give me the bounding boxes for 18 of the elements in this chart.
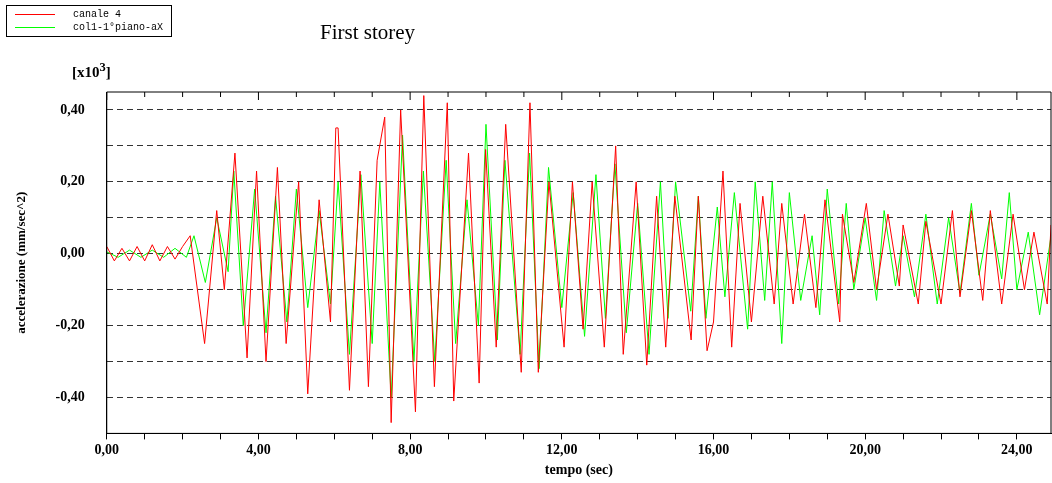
x-tick-label: 24,00 <box>1001 442 1033 458</box>
chart-title: First storey <box>320 20 416 45</box>
x-tick-label: 4,00 <box>246 442 271 458</box>
legend-label: canale 4 <box>73 8 122 21</box>
x-tick-label: 16,00 <box>697 442 730 458</box>
x-tick-label: 12,00 <box>546 442 578 458</box>
x-axis-title: tempo (sec) <box>544 462 614 479</box>
y-tick-label: 0,20 <box>60 173 85 189</box>
x-tick-label: 20,00 <box>849 442 881 458</box>
text: [x10$^{3}$] <box>72 60 111 81</box>
y-axis-title: accelerazione (mm/sec^2) <box>13 191 29 334</box>
y-tick-label: 0,00 <box>60 245 85 261</box>
y-tick-label: 0,40 <box>60 101 85 117</box>
x-tick-label: 0,00 <box>94 442 120 458</box>
legend-label: col1-1°piano-aX <box>73 21 164 34</box>
y-tick-label: -0,40 <box>55 389 85 405</box>
x-tick-label: 8,00 <box>397 442 423 458</box>
y-tick-label: -0,20 <box>55 317 85 333</box>
